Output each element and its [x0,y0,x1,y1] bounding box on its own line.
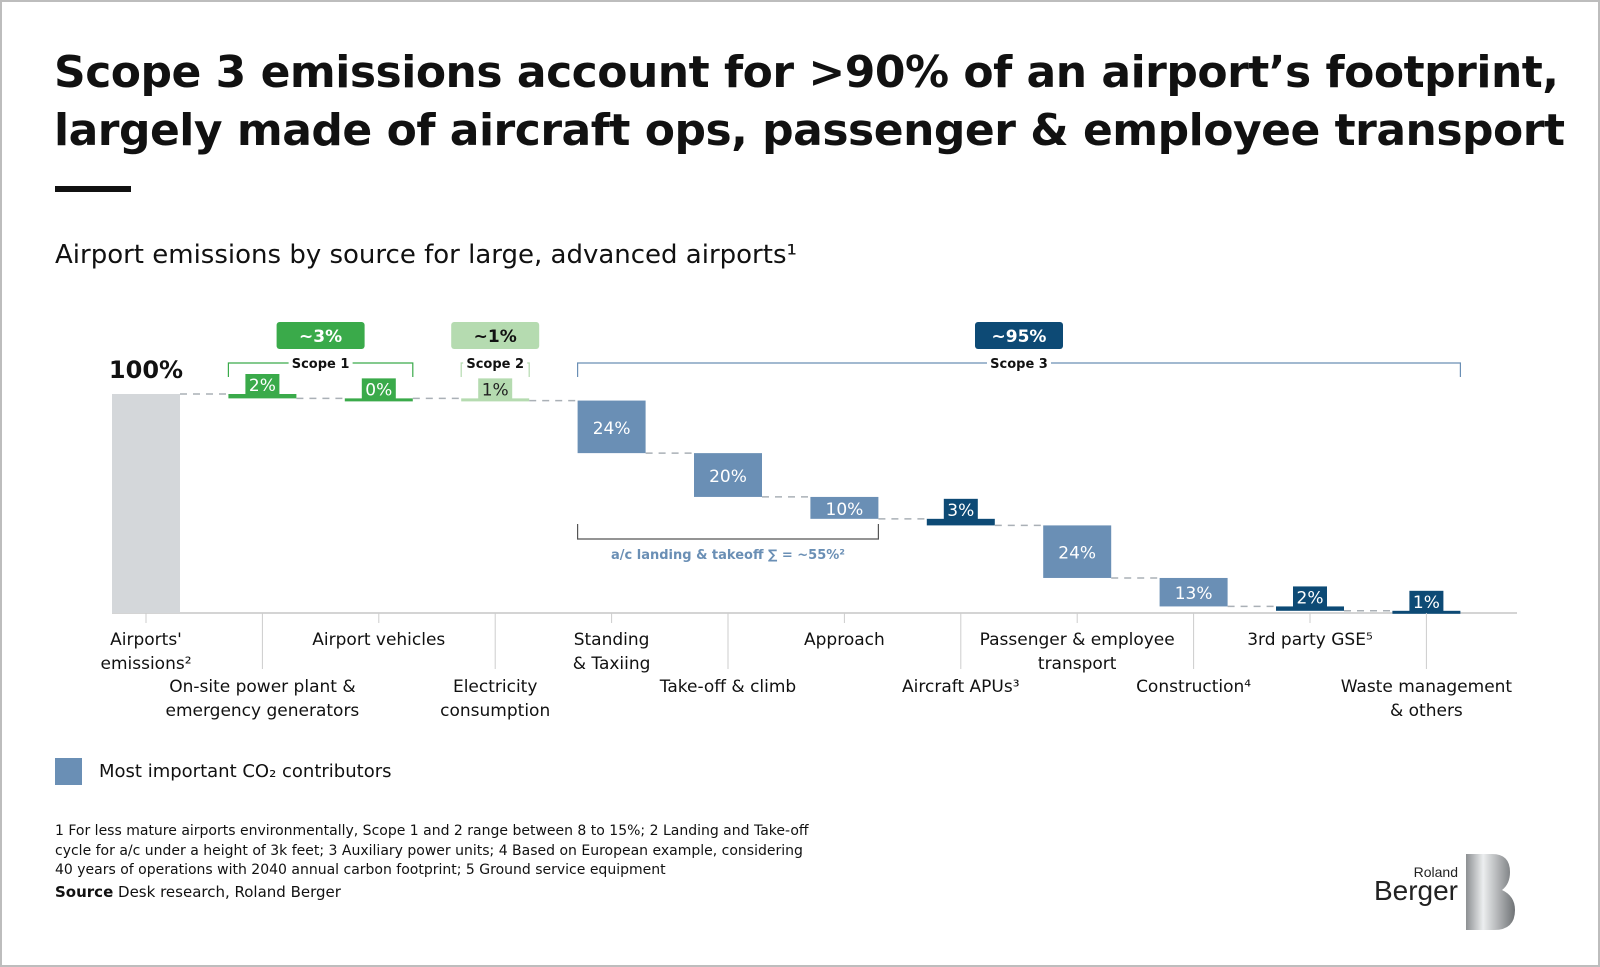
chart-subtitle: Airport emissions by source for large, a… [55,240,797,270]
scope-bracket-gap-1 [463,354,528,372]
svg-text:Berger: Berger [1374,875,1458,906]
bar-5 [694,453,762,497]
page-title: Scope 3 emissions account for >90% of an… [54,47,1565,156]
data-label-10: 2% [1297,588,1324,608]
roland-berger-logo: Roland Berger [1368,852,1528,932]
source-label: Source [55,882,114,901]
category-label-4: & Taxiing [573,654,651,674]
scope-bracket-gap-2 [987,354,1051,372]
data-label-2: 0% [365,380,392,400]
data-label-4: 24% [593,419,631,439]
category-label-0: Airports' [110,630,182,650]
category-label-5: Take-off & climb [659,677,796,697]
bar-0 [112,394,180,613]
scope-badge-0 [276,322,365,349]
scope-total-2: ~95% [992,327,1047,347]
category-label-0: emissions² [100,654,191,674]
legend-swatch [55,758,82,785]
category-label-9: Construction⁴ [1136,677,1251,697]
data-label-3: 1% [482,380,509,400]
label-tab-7 [943,498,978,521]
label-tab-1 [245,374,280,396]
annotation-label: a/c landing & takeoff ∑ = ~55%² [611,548,845,563]
label-tab-10 [1293,586,1327,609]
bar-6 [810,496,879,519]
annotation-bracket [577,524,879,540]
category-label-8: transport [1038,654,1117,674]
bar-8 [1043,525,1112,578]
category-label-10: 3rd party GSE⁵ [1247,630,1373,650]
label-tab-11 [1409,590,1444,613]
footnote-text: 1 For less mature airports environmental… [55,823,809,878]
data-label-9: 13% [1175,584,1213,604]
category-label-4: Standing [574,630,650,650]
label-tab-2 [361,378,396,401]
category-label-2: Airport vehicles [312,630,445,650]
legend-label: Most important CO₂ contributors [99,761,392,782]
svg-text:Roland: Roland [1414,864,1458,880]
category-label-11: & others [1390,701,1463,721]
scope-name-2: Scope 3 [990,357,1048,372]
data-label-1: 2% [249,376,276,396]
total-label: 100% [109,356,183,384]
category-label-11: Waste management [1341,677,1513,697]
bar-1 [228,394,297,399]
category-label-1: emergency generators [165,701,359,721]
scope-total-1: ~1% [474,327,517,347]
scope-name-1: Scope 2 [466,357,524,372]
bar-10 [1276,606,1344,611]
scope-badge-1 [451,322,540,349]
data-label-6: 10% [826,500,864,520]
label-tab-3 [478,378,513,401]
scope-total-0: ~3% [299,327,342,347]
category-label-8: Passenger & employee [980,630,1175,650]
scope-badge-2 [975,322,1063,349]
category-label-7: Aircraft APUs³ [902,677,1019,697]
category-label-3: consumption [440,701,550,721]
footnotes: 1 For less mature airports environmental… [55,822,815,902]
data-label-7: 3% [947,501,974,521]
legend: Most important CO₂ contributors [55,758,391,785]
data-label-11: 1% [1413,593,1440,613]
category-label-6: Approach [804,630,885,650]
bar-4 [577,400,646,454]
category-label-1: On-site power plant & [169,677,355,697]
scope-name-0: Scope 1 [292,357,350,372]
bar-7 [926,518,995,526]
source-text: Desk research, Roland Berger [118,882,341,901]
bar-9 [1159,577,1228,607]
title-rule [55,186,131,192]
waterfall-chart: 100% Airports' emissions² 2% On-site power p… [100,322,1517,721]
data-label-8: 24% [1058,544,1096,564]
scope-bracket-gap-0 [288,354,353,372]
data-label-5: 20% [709,467,747,487]
category-label-3: Electricity [453,677,537,697]
